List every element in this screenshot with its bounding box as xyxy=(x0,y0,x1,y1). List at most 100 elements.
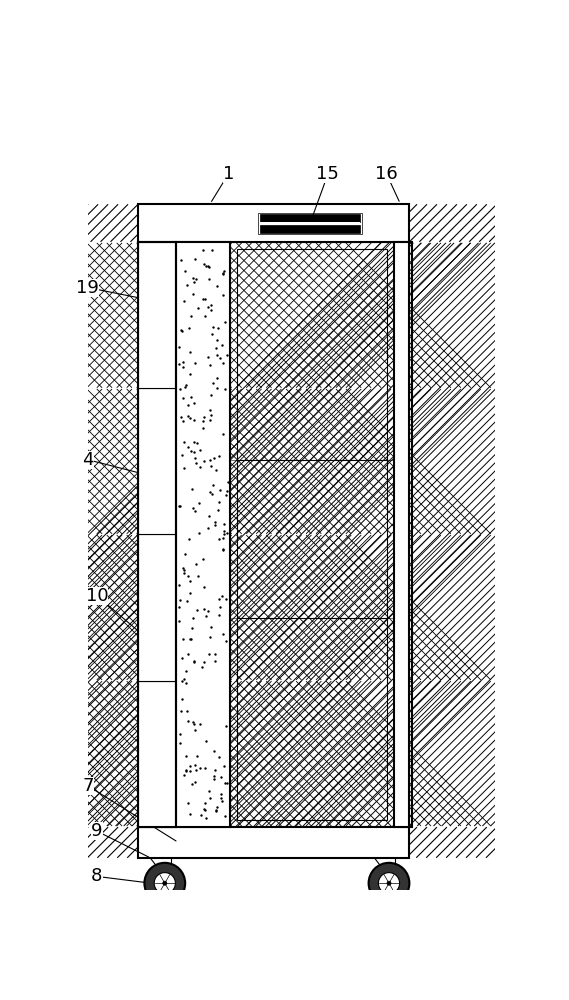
Point xyxy=(218,542,228,558)
Point xyxy=(174,498,183,514)
Point xyxy=(178,390,187,406)
Point xyxy=(180,562,189,578)
Point xyxy=(186,631,195,647)
Point xyxy=(189,500,198,516)
Point xyxy=(212,370,221,386)
Point xyxy=(204,271,213,287)
Point xyxy=(191,757,200,773)
Point xyxy=(201,608,210,624)
Point xyxy=(216,769,225,785)
Point xyxy=(222,591,231,607)
Point xyxy=(218,541,228,557)
Point xyxy=(179,671,188,687)
Point xyxy=(199,551,208,567)
Bar xyxy=(237,249,387,820)
Point xyxy=(192,762,201,778)
Point xyxy=(221,487,230,503)
Point xyxy=(187,620,196,636)
Point xyxy=(178,673,187,689)
Point xyxy=(217,588,226,604)
Point xyxy=(191,450,200,466)
Point xyxy=(201,760,210,776)
Point xyxy=(205,484,215,500)
Point xyxy=(190,774,199,790)
Point xyxy=(184,795,193,811)
Point xyxy=(205,629,215,645)
Point xyxy=(192,748,201,764)
Bar xyxy=(138,827,409,858)
Point xyxy=(196,807,205,823)
Point xyxy=(217,793,226,809)
Point xyxy=(218,530,228,546)
Point xyxy=(182,675,191,691)
Circle shape xyxy=(387,881,391,885)
Point xyxy=(222,718,231,734)
Point xyxy=(185,758,194,774)
Point xyxy=(176,592,185,608)
Point xyxy=(199,654,208,670)
Point xyxy=(176,322,185,338)
Point xyxy=(195,442,204,458)
Point xyxy=(185,320,194,336)
Point xyxy=(190,251,199,267)
Text: 15: 15 xyxy=(316,165,339,183)
Point xyxy=(177,323,186,339)
Point xyxy=(186,389,195,405)
Point xyxy=(205,412,215,428)
Bar xyxy=(138,242,176,388)
Point xyxy=(218,266,228,282)
Point xyxy=(192,435,201,451)
Point xyxy=(205,402,215,418)
Point xyxy=(200,801,209,817)
Point xyxy=(205,790,215,806)
Point xyxy=(179,560,188,576)
Point xyxy=(192,602,201,618)
Point xyxy=(200,409,209,425)
Point xyxy=(188,286,197,302)
Point xyxy=(211,340,220,356)
Point xyxy=(176,735,185,751)
Point xyxy=(190,503,199,519)
Point xyxy=(193,568,202,584)
Bar xyxy=(138,681,176,827)
Point xyxy=(190,653,199,669)
Point xyxy=(199,242,208,258)
Point xyxy=(209,771,218,787)
Point xyxy=(207,387,216,403)
Point xyxy=(188,270,197,286)
Point xyxy=(188,714,197,730)
Point xyxy=(207,458,216,474)
Point xyxy=(200,802,209,818)
Point xyxy=(208,375,217,391)
Point xyxy=(175,498,184,514)
Point xyxy=(209,477,218,493)
Point xyxy=(192,455,201,471)
Point xyxy=(218,426,227,442)
Point xyxy=(217,337,226,353)
Text: 7: 7 xyxy=(82,777,93,795)
Bar xyxy=(394,242,409,827)
Point xyxy=(199,453,208,469)
Point xyxy=(185,366,194,382)
Point xyxy=(221,381,230,397)
Point xyxy=(184,568,193,584)
Point xyxy=(189,395,199,411)
Point xyxy=(181,263,190,279)
Point xyxy=(222,347,231,363)
Bar xyxy=(138,534,176,681)
Point xyxy=(210,514,219,530)
Point xyxy=(180,434,189,450)
Circle shape xyxy=(163,881,167,885)
Point xyxy=(179,413,188,429)
Point xyxy=(179,631,188,647)
Bar xyxy=(260,225,360,233)
Point xyxy=(177,252,186,268)
Point xyxy=(183,277,192,293)
Point xyxy=(175,577,184,593)
Text: 4: 4 xyxy=(82,451,93,469)
Point xyxy=(205,452,215,468)
Point xyxy=(189,654,198,670)
Point xyxy=(221,775,230,791)
Point xyxy=(204,603,213,619)
Circle shape xyxy=(154,873,175,894)
